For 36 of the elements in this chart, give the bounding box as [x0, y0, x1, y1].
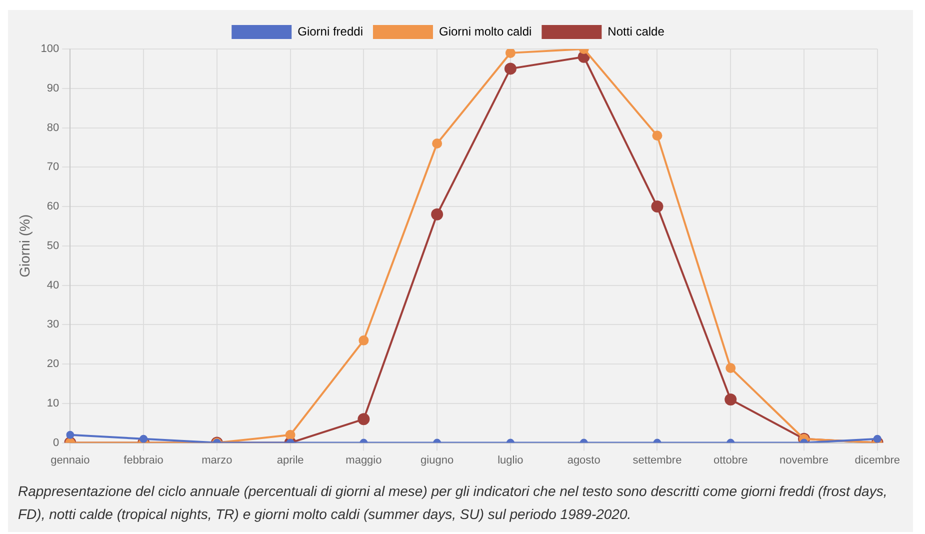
legend-label: Notti calde	[608, 24, 665, 38]
x-tick-label: marzo	[202, 454, 232, 466]
x-tick-label: giugno	[420, 454, 454, 466]
x-tick-label: febbraio	[124, 454, 164, 466]
x-tick-label: maggio	[346, 454, 382, 466]
y-tick-label: 10	[46, 397, 60, 410]
point	[431, 208, 444, 220]
x-tick-label: novembre	[780, 454, 828, 466]
y-tick-label: 0	[53, 436, 60, 449]
y-tick-label: 80	[46, 122, 60, 134]
text: Rappresentazione del ciclo annuale (percentuali di giorni al mese) per gli indicatori che nel testo sono descritti come giorni freddi (frost days, FD), notti calde (tropical nights, TR) e giorni molto caldi (summer days, SU) sul periodo 1989-2020.	[18, 482, 888, 524]
point	[358, 335, 369, 346]
point	[432, 138, 442, 149]
x-tick-label: ottobre	[713, 454, 748, 466]
y-tick-label: 70	[46, 161, 60, 174]
y-tick-label: 30	[46, 318, 60, 331]
point	[504, 62, 516, 75]
x-tick-label: gennaio	[50, 454, 90, 466]
y-tick-label: 50	[46, 240, 60, 252]
y-tick-label: 20	[46, 358, 60, 370]
y-tick-label: 40	[46, 279, 60, 292]
legend-label: Giorni molto caldi	[438, 24, 532, 38]
y-tick-label: 100	[40, 43, 60, 56]
y-tick-label: 90	[46, 82, 60, 94]
point	[726, 362, 736, 373]
point	[652, 130, 662, 141]
x-tick-label: settembre	[632, 454, 682, 466]
point	[505, 49, 516, 58]
y-axis-title: Giorni (%)	[16, 214, 32, 278]
y-tick-label: 60	[46, 200, 60, 213]
x-tick-label: luglio	[498, 454, 524, 466]
x-tick-label: aprile	[276, 454, 304, 466]
point	[651, 200, 664, 213]
x-tick-label: agosto	[567, 454, 600, 466]
legend-label: Giorni freddi	[298, 24, 363, 38]
x-tick-label: dicembre	[854, 454, 900, 466]
